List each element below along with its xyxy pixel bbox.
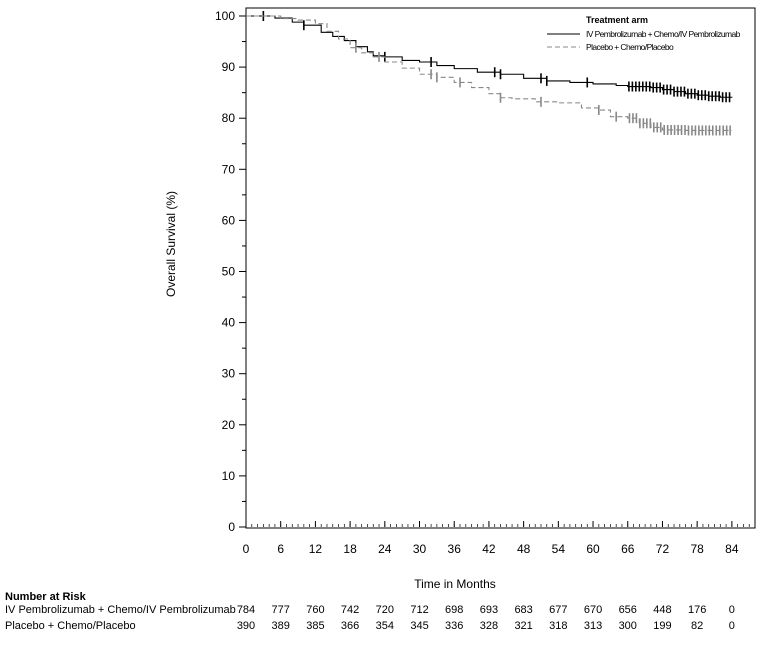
risk-value: 300: [618, 620, 637, 632]
y-tick-label: 40: [222, 316, 236, 330]
y-tick-label: 30: [222, 367, 236, 381]
risk-value: 390: [236, 620, 256, 632]
risk-value: 693: [479, 604, 499, 616]
x-axis: 0 6 12 18 24 30 36 42 48 54 60 66 72 78 84: [243, 521, 739, 556]
x-tick-label: 6: [277, 542, 284, 556]
x-tick-label: 0: [243, 542, 250, 556]
risk-value: 345: [410, 620, 429, 632]
x-tick-label: 66: [621, 542, 635, 556]
survival-chart: 0 6 12 18 24 30 36 42 48 54 60 66 72 78 84 0 10 20 30 40 50…: [164, 7, 756, 590]
y-tick-label: 50: [222, 265, 236, 279]
x-tick-label: 60: [586, 542, 600, 556]
x-tick-label: 12: [309, 542, 323, 556]
x-tick-label: 30: [413, 542, 427, 556]
y-axis: 0 10 20 30 40 50 60 70 80 90 100: [215, 9, 246, 534]
y-tick-label: 10: [222, 469, 236, 483]
legend-label-pembro: IV Pembrolizumab + Chemo/IV Pembrolizuma…: [586, 29, 741, 39]
risk-value: 318: [549, 620, 568, 632]
risk-row-label: Placebo + Chemo/Placebo: [5, 620, 136, 632]
y-tick-label: 100: [215, 9, 235, 23]
x-tick-label: 36: [448, 542, 462, 556]
risk-value: 448: [653, 604, 672, 616]
risk-value: 683: [514, 604, 533, 616]
x-tick-label: 72: [656, 542, 670, 556]
y-tick-label: 70: [222, 162, 236, 176]
risk-value: 670: [583, 604, 603, 616]
x-tick-label: 84: [725, 542, 739, 556]
x-axis-label: Time in Months: [414, 577, 496, 590]
risk-value: 354: [375, 620, 394, 632]
y-tick-label: 60: [222, 213, 236, 227]
risk-value: 784: [236, 604, 256, 616]
x-tick-label: 42: [482, 542, 496, 556]
y-axis-label: Overall Survival (%): [164, 191, 178, 297]
risk-value: 385: [306, 620, 325, 632]
minor-x-ticks: [245, 524, 756, 527]
risk-value: 366: [340, 620, 360, 632]
risk-value: 176: [687, 604, 707, 616]
risk-value: 760: [306, 604, 325, 616]
risk-value: 328: [479, 620, 499, 632]
y-tick-label: 90: [222, 60, 236, 74]
risk-value: 199: [653, 620, 672, 632]
y-tick-label: 0: [228, 520, 235, 534]
x-tick-label: 54: [552, 542, 566, 556]
risk-value: 698: [445, 604, 464, 616]
x-tick-label: 78: [690, 542, 704, 556]
risk-value: 336: [445, 620, 464, 632]
y-tick-label: 20: [222, 418, 236, 432]
legend-title: Treatment arm: [586, 15, 648, 25]
risk-value: 777: [271, 604, 290, 616]
risk-table-title: Number at Risk: [5, 591, 86, 603]
risk-value: 656: [618, 604, 637, 616]
risk-row-label: IV Pembrolizumab + Chemo/IV Pembrolizuma…: [5, 604, 236, 616]
risk-value: 0: [728, 620, 735, 632]
risk-value: 321: [514, 620, 533, 632]
x-tick-label: 24: [378, 542, 392, 556]
legend-label-placebo: Placebo + Chemo/Placebo: [586, 42, 674, 52]
legend: Treatment arm IV Pembrolizumab + Chemo/I…: [547, 15, 741, 52]
x-tick-label: 48: [517, 542, 531, 556]
risk-value: 0: [728, 604, 735, 616]
risk-value: 82: [691, 620, 704, 632]
x-tick-label: 18: [343, 542, 357, 556]
series-layer: [246, 11, 733, 136]
risk-value: 313: [583, 620, 603, 632]
plot-frame: [245, 7, 756, 529]
risk-value: 742: [340, 604, 360, 616]
risk-value: 712: [410, 604, 429, 616]
y-tick-label: 80: [222, 111, 236, 125]
risk-value: 677: [549, 604, 568, 616]
risk-value: 720: [375, 604, 394, 616]
risk-value: 389: [271, 620, 290, 632]
